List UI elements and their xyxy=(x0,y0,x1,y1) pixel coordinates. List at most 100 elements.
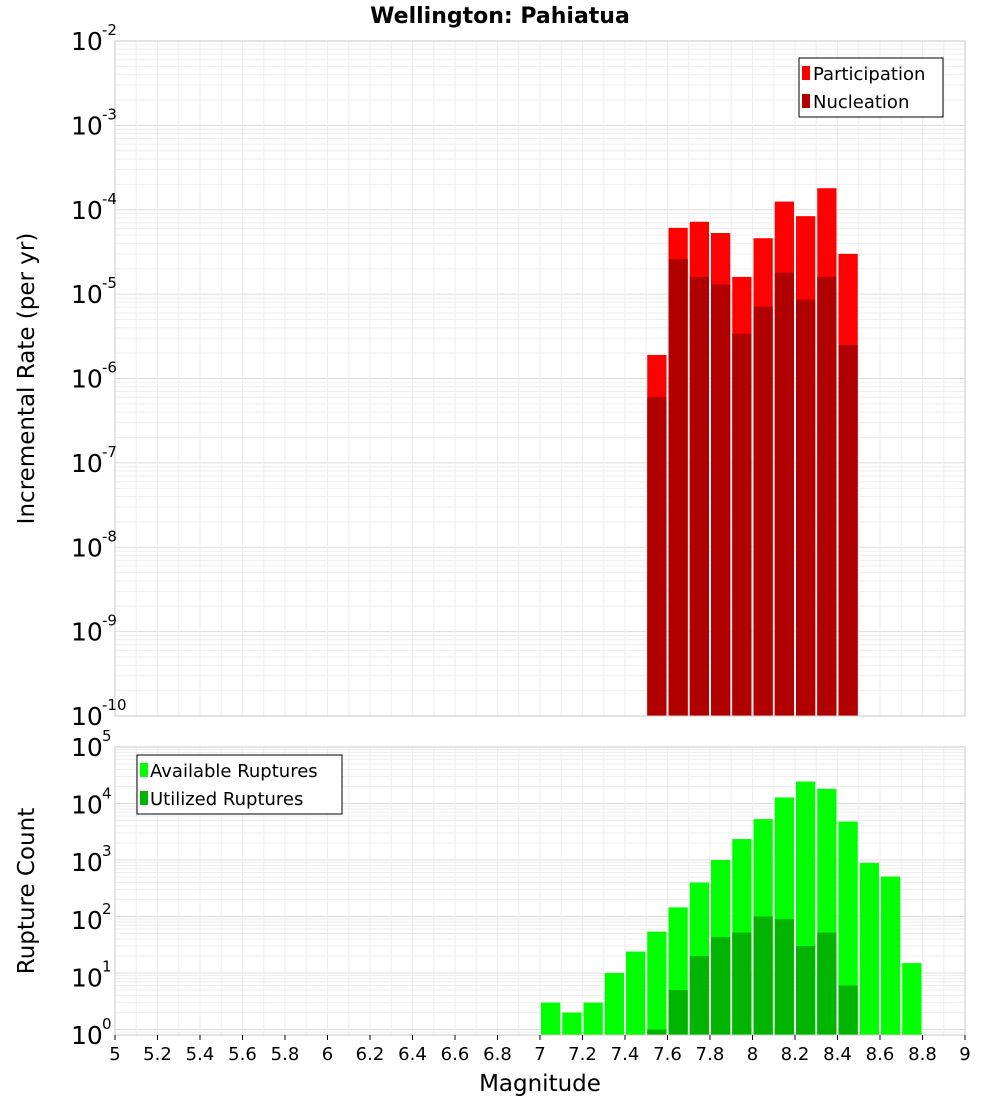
top-plot-border xyxy=(114,40,966,717)
y-tick-label: 10 xyxy=(71,906,103,935)
bottom-legend: Available Ruptures Utilized Ruptures xyxy=(136,754,343,815)
bar-available-ruptures xyxy=(859,862,879,1035)
bottom-bars xyxy=(541,781,922,1035)
top-gridlines xyxy=(114,41,966,717)
x-tick-label: 8.4 xyxy=(823,1044,852,1065)
x-tick-label: 6.6 xyxy=(441,1044,470,1065)
bar-utilized-ruptures xyxy=(774,919,794,1035)
bottom-legend-box xyxy=(136,754,343,815)
y-tick-label: 10 xyxy=(71,1021,103,1050)
legend-swatch-participation xyxy=(802,66,810,80)
top-y-axis-label: Incremental Rate (per yr) xyxy=(14,233,40,525)
bar-available-ruptures xyxy=(604,973,624,1035)
y-tick-exponent: -5 xyxy=(102,274,117,292)
top-y-ticks: 10-210-310-410-510-610-710-810-910-10 xyxy=(71,21,127,731)
x-tick-label: 5.6 xyxy=(228,1044,257,1065)
bar-utilized-ruptures xyxy=(711,937,731,1035)
y-tick-label: 10 xyxy=(71,848,103,877)
bar-utilized-ruptures xyxy=(732,932,752,1035)
y-tick-exponent: -3 xyxy=(102,105,117,123)
bar-available-ruptures xyxy=(583,1002,603,1035)
y-tick-exponent: 5 xyxy=(102,727,112,745)
legend-label-available-ruptures: Available Ruptures xyxy=(150,761,318,782)
chart-title: Wellington: Pahiatua xyxy=(370,4,630,29)
y-tick-exponent: -10 xyxy=(102,696,127,714)
y-tick-label: 10 xyxy=(71,733,103,762)
x-tick-label: 7.6 xyxy=(653,1044,682,1065)
bar-utilized-ruptures xyxy=(753,916,773,1035)
y-tick-label: 10 xyxy=(71,791,103,820)
top-plot: 10-210-310-410-510-610-710-810-910-10 In… xyxy=(14,21,966,731)
y-tick-exponent: -8 xyxy=(102,527,117,545)
bar-nucleation xyxy=(817,276,837,716)
legend-label-utilized-ruptures: Utilized Ruptures xyxy=(150,789,303,810)
y-tick-label: 10 xyxy=(71,702,103,731)
y-tick-label: 10 xyxy=(71,280,103,309)
y-tick-exponent: 3 xyxy=(102,842,112,860)
bar-nucleation xyxy=(711,284,731,716)
y-tick-exponent: -2 xyxy=(102,21,117,39)
y-tick-exponent: 1 xyxy=(102,957,112,975)
y-tick-label: 10 xyxy=(71,963,103,992)
legend-swatch-available-ruptures xyxy=(140,763,148,777)
bar-available-ruptures xyxy=(626,951,646,1035)
bar-utilized-ruptures xyxy=(838,985,858,1035)
bar-nucleation xyxy=(796,299,816,716)
y-tick-label: 10 xyxy=(71,111,103,140)
bar-utilized-ruptures xyxy=(817,932,837,1035)
x-tick-label: 8.8 xyxy=(908,1044,937,1065)
bar-nucleation xyxy=(732,333,752,716)
y-tick-label: 10 xyxy=(71,196,103,225)
y-tick-exponent: -4 xyxy=(102,190,117,208)
x-tick-label: 6.4 xyxy=(398,1044,427,1065)
x-tick-label: 7 xyxy=(534,1044,545,1065)
x-tick-label: 7.4 xyxy=(611,1044,640,1065)
x-axis-label: Magnitude xyxy=(479,1071,601,1097)
y-tick-exponent: 2 xyxy=(102,900,112,918)
legend-swatch-utilized-ruptures xyxy=(140,791,148,805)
legend-label-participation: Participation xyxy=(813,64,925,85)
x-tick-label: 5 xyxy=(109,1044,120,1065)
y-tick-exponent: -7 xyxy=(102,443,117,461)
bar-nucleation xyxy=(668,259,688,716)
y-tick-label: 10 xyxy=(71,365,103,394)
bar-nucleation xyxy=(774,272,794,716)
x-tick-label: 9 xyxy=(959,1044,970,1065)
bar-utilized-ruptures xyxy=(796,946,816,1035)
bottom-y-axis-label: Rupture Count xyxy=(14,808,40,974)
legend-swatch-nucleation xyxy=(802,94,810,108)
x-tick-label: 7.2 xyxy=(568,1044,597,1065)
x-tick-label: 7.8 xyxy=(696,1044,725,1065)
x-tick-label: 5.8 xyxy=(271,1044,300,1065)
bar-available-ruptures xyxy=(902,963,922,1035)
y-tick-exponent: 4 xyxy=(102,785,112,803)
x-tick-label: 8.2 xyxy=(781,1044,810,1065)
bar-nucleation xyxy=(647,397,667,716)
y-tick-label: 10 xyxy=(71,533,103,562)
top-legend-box xyxy=(798,57,944,118)
y-tick-label: 10 xyxy=(71,618,103,647)
top-bars xyxy=(647,188,858,717)
x-tick-label: 5.2 xyxy=(143,1044,172,1065)
bar-available-ruptures xyxy=(881,876,901,1035)
y-tick-exponent: -9 xyxy=(102,612,117,630)
y-tick-label: 10 xyxy=(71,27,103,56)
bar-available-ruptures xyxy=(647,931,667,1035)
bar-available-ruptures xyxy=(562,1012,582,1035)
x-ticks: 5 5.2 5.4 5.6 5.8 6 6.2 6.4 6.6 6.8 7 7.2 7.4 7.6 7.8 8… xyxy=(109,1035,971,1065)
bar-utilized-ruptures xyxy=(647,1029,667,1035)
bar-utilized-ruptures xyxy=(689,956,709,1035)
bar-available-ruptures xyxy=(838,821,858,1035)
x-tick-label: 5.4 xyxy=(186,1044,215,1065)
y-tick-exponent: -6 xyxy=(102,359,117,377)
x-tick-label: 8 xyxy=(747,1044,758,1065)
x-tick-label: 6.8 xyxy=(483,1044,512,1065)
legend-label-nucleation: Nucleation xyxy=(813,92,909,113)
y-tick-label: 10 xyxy=(71,449,103,478)
bar-utilized-ruptures xyxy=(668,990,688,1035)
bar-available-ruptures xyxy=(541,1002,561,1035)
bar-nucleation xyxy=(838,344,858,716)
